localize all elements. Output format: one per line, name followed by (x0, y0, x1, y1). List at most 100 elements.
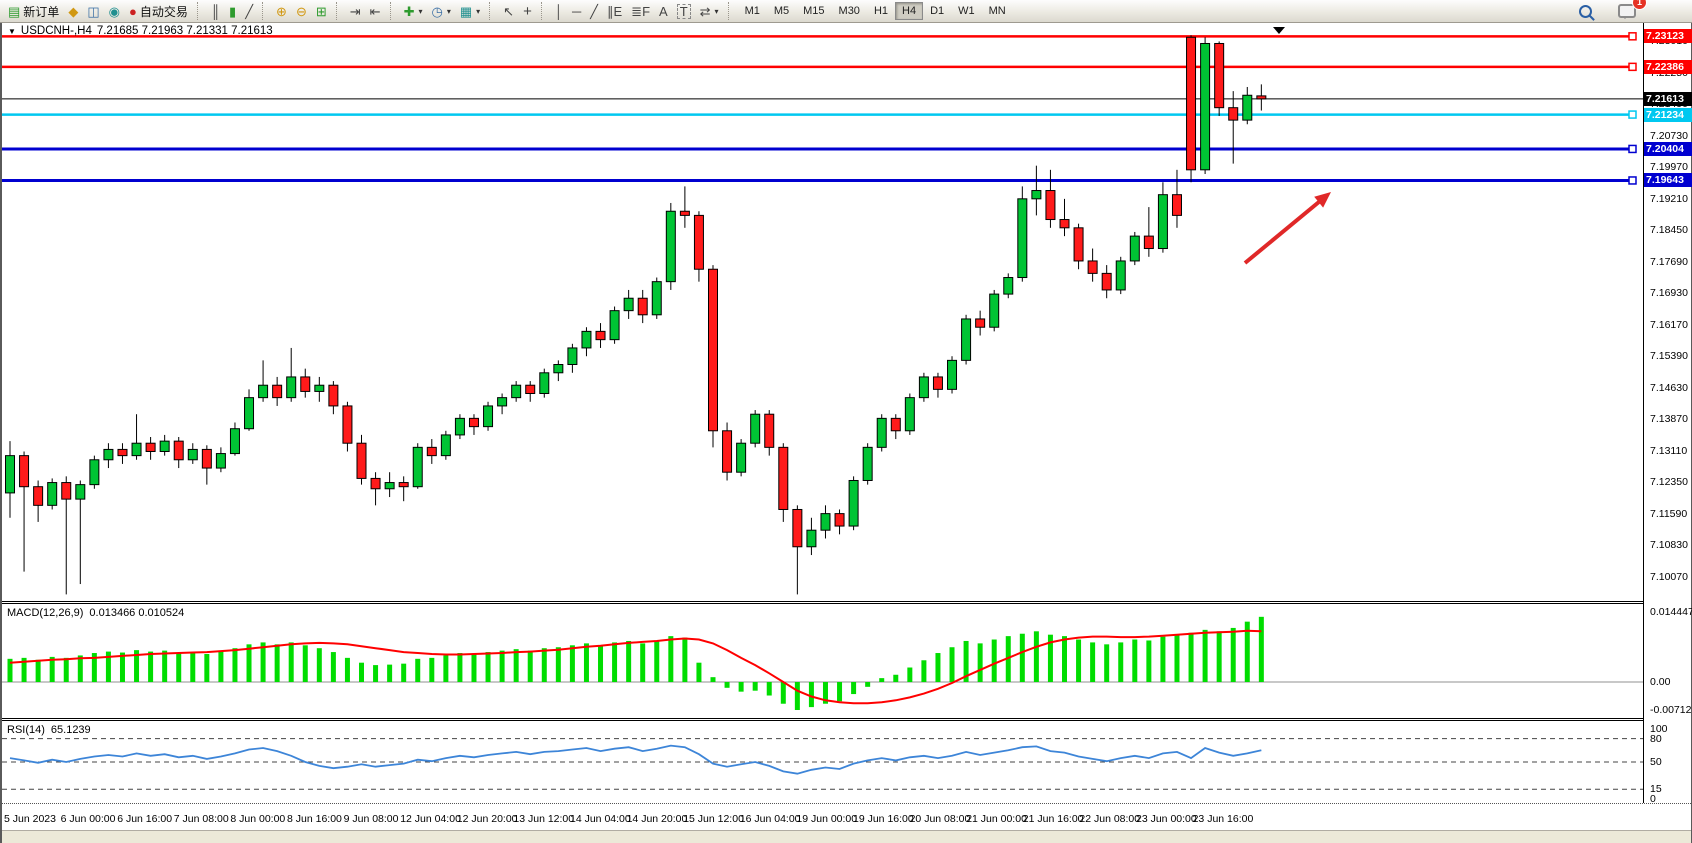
text-icon: A (659, 3, 668, 19)
cursor-icon: ↖ (503, 3, 515, 19)
pane-separator[interactable] (2, 601, 1646, 602)
auto-scroll-icon: ⇥ (349, 3, 361, 19)
rsi-chart-canvas[interactable] (2, 721, 1645, 803)
zoom-out-button[interactable]: ⊖ (292, 1, 311, 22)
toolbar: ▤ 新订单 ◆ ◫ ◉ ● 自动交易 ║ ▮ ╱ ⊕ ⊖ (0, 0, 1692, 23)
rsi-header: RSI(14) 65.1239 (7, 724, 91, 736)
chevron-down-icon: ▾ (476, 6, 481, 16)
indicators-button[interactable]: ✚ ▾ (400, 1, 427, 22)
template-icon: ▦ (459, 3, 473, 19)
time-axis-label: 21 Jun 00:00 (966, 813, 1027, 825)
price-axis-label: 7.10070 (1650, 571, 1688, 583)
rsi-pane[interactable] (2, 721, 1645, 803)
horizontal-line-button[interactable]: ─ (568, 1, 585, 22)
market-watch-button[interactable]: ◫ (83, 1, 103, 22)
new-order-icon: ▤ (8, 3, 21, 19)
timeframe-m15-button[interactable]: M15 (796, 2, 831, 20)
price-axis: 7.230107.222507.214907.207307.199707.192… (1643, 22, 1692, 805)
auto-scroll-button[interactable]: ⇥ (346, 1, 365, 22)
toolbar-separator (489, 2, 494, 20)
time-axis-label: 14 Jun 20:00 (626, 813, 688, 825)
equidistant-channel-icon: ∥E (607, 3, 623, 19)
time-axis-label: 16 Jun 04:00 (739, 813, 801, 825)
arrows-button[interactable]: ⇄ ▾ (696, 1, 723, 22)
time-axis-label: 6 Jun 16:00 (117, 813, 173, 825)
timeframe-d1-button[interactable]: D1 (923, 2, 951, 20)
autotrading-button[interactable]: ● 自动交易 (125, 1, 192, 22)
fibonacci-button[interactable]: ≣F (627, 1, 654, 22)
vertical-line-button[interactable]: │ (551, 1, 567, 22)
timeframe-h1-button[interactable]: H1 (867, 2, 895, 20)
line-chart-button[interactable]: ╱ (241, 1, 257, 22)
notifications-button[interactable]: 1 (1614, 0, 1647, 22)
price-axis-label: 7.12350 (1650, 476, 1688, 489)
macd-header: MACD(12,26,9) 0.013466 0.010524 (7, 607, 184, 619)
price-axis-label: 7.20730 (1650, 129, 1688, 142)
timeframe-m1-button[interactable]: M1 (738, 2, 767, 20)
toolbar-separator (262, 2, 267, 20)
signals-icon: ◉ (108, 3, 120, 19)
toolbar-separator (196, 2, 202, 20)
timeframe-m5-button[interactable]: M5 (767, 2, 796, 20)
timeframe-mn-button[interactable]: MN (982, 2, 1013, 20)
timeframe-toolbar: M1 M5 M15 M30 H1 H4 D1 W1 MN (738, 2, 1013, 20)
toolbar-separator (389, 2, 395, 20)
clock-icon: ◷ (431, 3, 443, 19)
text-button[interactable]: A (655, 1, 672, 22)
tile-windows-button[interactable]: ⊞ (312, 1, 331, 22)
price-axis-label: 7.19210 (1650, 192, 1688, 205)
timeframe-h4-button[interactable]: H4 (895, 2, 924, 20)
pane-separator (2, 720, 1646, 721)
candlestick-chart-canvas[interactable] (2, 22, 1645, 601)
pane-separator[interactable] (2, 718, 1646, 719)
search-button[interactable] (1575, 1, 1596, 22)
rsi-value: 65.1239 (50, 724, 91, 736)
rsi-axis-label: 0 (1650, 793, 1656, 805)
price-axis-label: 7.16930 (1650, 287, 1688, 300)
price-axis-label: 7.13110 (1650, 444, 1688, 457)
crosshair-button[interactable]: + (519, 1, 536, 22)
time-axis-label: 21 Jun 16:00 (1022, 813, 1084, 825)
zoom-in-button[interactable]: ⊕ (272, 1, 291, 22)
time-axis[interactable]: 5 Jun 2023 6 Jun 00:00 6 Jun 16:00 7 Jun 08… (2, 803, 1691, 834)
new-order-button[interactable]: ▤ 新订单 (4, 1, 63, 22)
symbol-period-label: USDCNH-,H4 (20, 25, 92, 37)
macd-pane[interactable] (2, 604, 1645, 718)
price-level-badge: 7.21234 (1644, 107, 1692, 122)
time-axis-label: 13 Jun 12:00 (513, 813, 575, 825)
price-level-badge: 7.21613 (1644, 91, 1692, 106)
time-axis-label: 23 Jun 00:00 (1136, 813, 1197, 825)
equidistant-channel-button[interactable]: ∥E (603, 1, 626, 22)
price-chart-pane[interactable] (2, 22, 1645, 601)
trendline-button[interactable]: ╱ (586, 1, 602, 22)
bar-chart-button[interactable]: ║ (207, 1, 224, 22)
rsi-axis-label: 15 (1650, 783, 1662, 796)
text-label-button[interactable]: T (673, 1, 695, 22)
fibonacci-icon: ≣F (631, 3, 651, 19)
cursor-button[interactable]: ↖ (499, 1, 518, 22)
metaeditor-button[interactable]: ◆ (64, 1, 82, 22)
periods-button[interactable]: ◷ ▾ (427, 1, 454, 22)
chart-shift-button[interactable]: ⇤ (366, 1, 385, 22)
signals-button[interactable]: ◉ (105, 1, 124, 22)
time-axis-label: 19 Jun 16:00 (853, 813, 914, 825)
chevron-down-icon: ▾ (714, 6, 719, 16)
window-bottom-edge (2, 830, 1691, 843)
metaeditor-icon: ◆ (68, 3, 79, 19)
timeframe-m30-button[interactable]: M30 (832, 2, 867, 20)
time-axis-label: 8 Jun 16:00 (287, 813, 342, 825)
time-axis-label: 5 Jun 2023 (4, 813, 56, 825)
indicators-icon: ✚ (403, 3, 415, 19)
macd-chart-canvas[interactable] (2, 604, 1645, 718)
price-level-badge: 7.19643 (1644, 173, 1692, 188)
price-axis-label: 7.13870 (1650, 413, 1688, 426)
notification-badge: 1 (1632, 0, 1647, 10)
price-axis-label: 7.15390 (1650, 350, 1688, 363)
candlestick-chart-button[interactable]: ▮ (225, 1, 240, 22)
bar-chart-icon: ║ (210, 3, 221, 19)
timeframe-w1-button[interactable]: W1 (951, 2, 982, 20)
chart-symbol-title[interactable]: ▼ USDCNH-,H4 7.21685 7.21963 7.21331 7.2… (8, 25, 273, 37)
templates-button[interactable]: ▦ ▾ (456, 1, 484, 22)
macd-axis-label: 0.014447 (1650, 606, 1692, 619)
